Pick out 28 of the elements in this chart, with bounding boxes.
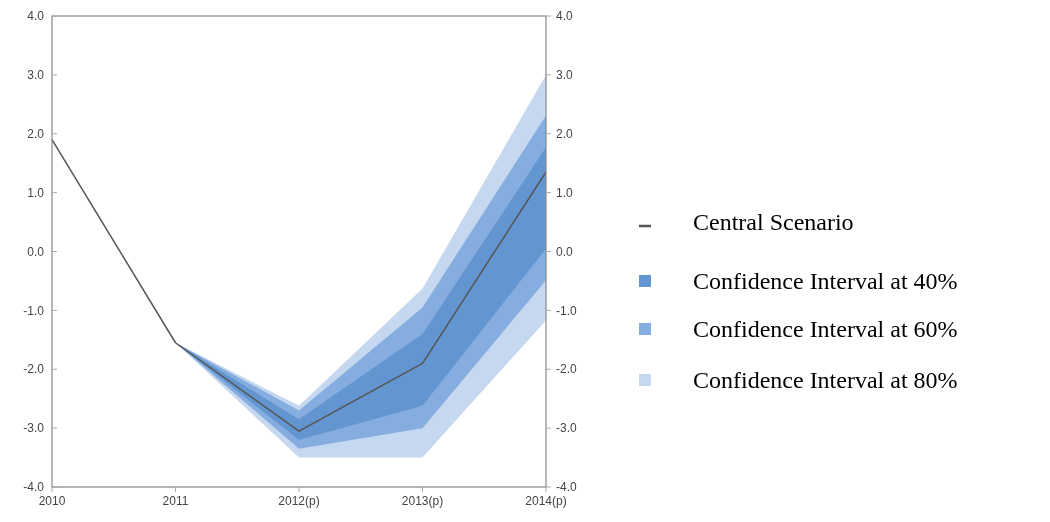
- y-tick-label: 2.0: [27, 126, 45, 141]
- y-tick-label: -4.0: [23, 480, 45, 495]
- legend-label: Central Scenario: [693, 209, 854, 236]
- y-tick-label: 4.0: [27, 9, 45, 24]
- y2-tick-label: 4.0: [556, 9, 574, 24]
- x-tick-label: 2013(p): [401, 494, 444, 508]
- x-tick-label: 2010: [38, 494, 66, 508]
- y-tick-label: -3.0: [23, 421, 45, 436]
- y2-tick-label: -4.0: [556, 480, 577, 495]
- legend-label: Confidence Interval at 80%: [693, 367, 958, 394]
- x-tick-label: 2012(p): [278, 494, 320, 508]
- y-tick-label: 1.0: [27, 185, 45, 200]
- line-series: [51, 138, 547, 432]
- y2-tick-label: 1.0: [556, 185, 574, 200]
- x-tick-label: 2014(p): [525, 494, 567, 508]
- y2-tick-label: -2.0: [556, 362, 577, 377]
- y2-tick-label: 0.0: [556, 244, 574, 259]
- y-tick-label: -2.0: [23, 362, 45, 377]
- legend-label: Confidence Interval at 40%: [693, 268, 958, 295]
- y-tick-label: 0.0: [27, 244, 45, 259]
- y2-tick-label: 2.0: [556, 126, 574, 141]
- y2-tick-label: -1.0: [556, 303, 577, 318]
- y2-tick-label: -3.0: [556, 421, 577, 436]
- x-tick-label: 2011: [162, 494, 189, 508]
- y-tick-label: -1.0: [23, 303, 45, 318]
- y-tick-label: 3.0: [27, 68, 45, 83]
- y2-tick-label: 3.0: [556, 68, 574, 83]
- legend-label: Confidence Interval at 60%: [693, 316, 958, 343]
